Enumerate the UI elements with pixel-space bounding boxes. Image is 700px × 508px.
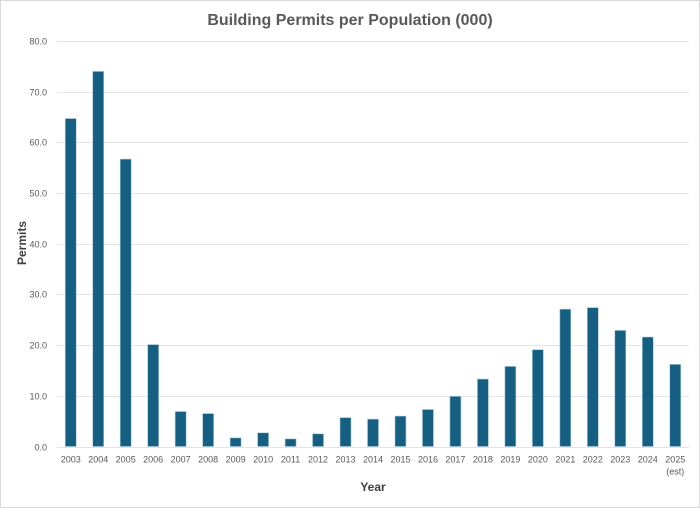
bar xyxy=(92,71,105,447)
bar xyxy=(449,396,462,447)
y-tick-label: 40.0 xyxy=(29,240,47,250)
x-axis-ticks: 2003 2004 2005 2006 2007 2008 2009 2010 2011 2012… xyxy=(61,455,686,477)
x-tick-label: 2022 xyxy=(583,455,603,465)
x-tick-label: 2023 xyxy=(610,455,630,465)
x-tick-label: 2016 xyxy=(418,455,438,465)
y-tick-label: 70.0 xyxy=(29,88,47,98)
chart-title: Building Permits per Population (000) xyxy=(207,12,492,29)
x-tick-label: 2003 xyxy=(61,455,81,465)
y-tick-label: 20.0 xyxy=(29,341,47,351)
y-tick-label: 10.0 xyxy=(29,392,47,402)
x-tick-label: 2017 xyxy=(445,455,465,465)
bar xyxy=(284,438,297,447)
y-tick-label: 80.0 xyxy=(29,37,47,47)
bar xyxy=(532,349,544,447)
bar xyxy=(119,158,132,447)
bar xyxy=(394,415,407,447)
bar xyxy=(312,433,324,447)
x-tick-label: 2007 xyxy=(171,455,191,465)
x-tick-label: 2021 xyxy=(555,455,575,465)
x-tick-label: 2010 xyxy=(253,455,273,465)
bar xyxy=(202,413,214,447)
bar xyxy=(504,366,517,447)
x-tick-label: 2011 xyxy=(281,455,300,465)
x-tick-label: 2004 xyxy=(88,455,108,465)
x-tick-label: 2008 xyxy=(198,455,218,465)
x-tick-label: 2013 xyxy=(336,455,356,465)
y-axis-title: Permits xyxy=(15,221,29,265)
y-tick-label: 0.0 xyxy=(34,443,47,453)
x-tick-label: 2020 xyxy=(528,455,548,465)
y-tick-label: 60.0 xyxy=(29,138,47,148)
x-tick-label: 2024 xyxy=(638,455,658,465)
bar xyxy=(422,409,434,447)
bar xyxy=(641,336,654,447)
bar xyxy=(614,330,627,447)
x-tick-label: 2018 xyxy=(473,455,493,465)
bar xyxy=(669,364,682,447)
x-tick-sublabel: (est) xyxy=(666,467,684,477)
bar xyxy=(229,437,242,447)
x-axis-title: Year xyxy=(360,480,386,494)
bar xyxy=(367,418,379,447)
bars xyxy=(64,71,682,447)
y-tick-label: 50.0 xyxy=(29,189,47,199)
x-tick-label: 2009 xyxy=(226,455,246,465)
bar xyxy=(147,344,159,447)
x-tick-label: 2025 xyxy=(665,455,685,465)
bar xyxy=(587,307,599,447)
x-tick-label: 2005 xyxy=(116,455,136,465)
x-tick-label: 2006 xyxy=(143,455,163,465)
x-tick-label: 2019 xyxy=(500,455,520,465)
bar xyxy=(257,432,269,447)
bar xyxy=(174,411,187,447)
x-tick-label: 2014 xyxy=(363,455,383,465)
x-tick-label: 2012 xyxy=(308,455,328,465)
y-tick-label: 30.0 xyxy=(29,290,47,300)
bar xyxy=(559,308,572,447)
y-axis-ticks: 0.0 10.0 20.0 30.0 40.0 50.0 60.0 70.0 80.0 xyxy=(29,37,47,453)
x-tick-label: 2015 xyxy=(390,455,410,465)
bar xyxy=(339,417,352,447)
bar xyxy=(64,118,77,447)
bar xyxy=(477,378,489,447)
gridlines xyxy=(57,41,689,448)
